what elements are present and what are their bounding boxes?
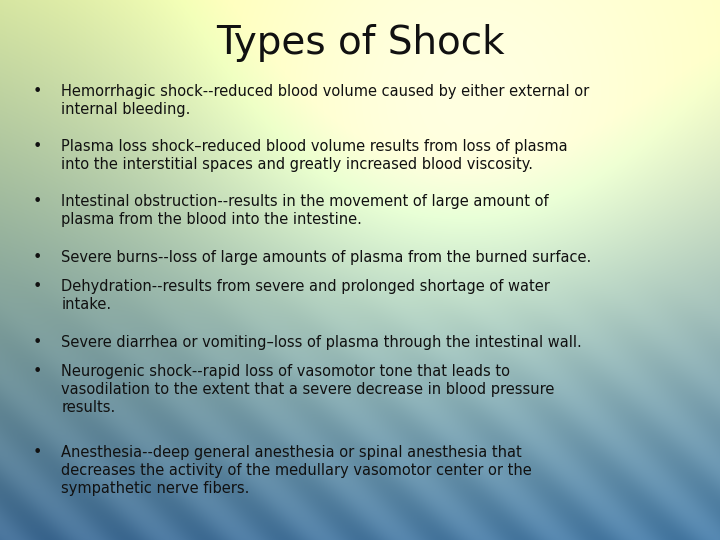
Text: •: • xyxy=(32,194,42,210)
Text: Severe burns--loss of large amounts of plasma from the burned surface.: Severe burns--loss of large amounts of p… xyxy=(61,250,591,265)
Text: Severe diarrhea or vomiting–loss of plasma through the intestinal wall.: Severe diarrhea or vomiting–loss of plas… xyxy=(61,335,582,350)
Text: •: • xyxy=(32,446,42,461)
Text: •: • xyxy=(32,84,42,99)
Text: Hemorrhagic shock--reduced blood volume caused by either external or
internal bl: Hemorrhagic shock--reduced blood volume … xyxy=(61,84,590,117)
Text: •: • xyxy=(32,335,42,350)
Text: Plasma loss shock–reduced blood volume results from loss of plasma
into the inte: Plasma loss shock–reduced blood volume r… xyxy=(61,139,568,172)
Text: Types of Shock: Types of Shock xyxy=(216,24,504,62)
Text: Intestinal obstruction--results in the movement of large amount of
plasma from t: Intestinal obstruction--results in the m… xyxy=(61,194,549,227)
Text: •: • xyxy=(32,279,42,294)
Text: •: • xyxy=(32,364,42,379)
Text: •: • xyxy=(32,250,42,265)
Text: •: • xyxy=(32,139,42,154)
Text: Anesthesia--deep general anesthesia or spinal anesthesia that
decreases the acti: Anesthesia--deep general anesthesia or s… xyxy=(61,446,532,496)
Text: Neurogenic shock--rapid loss of vasomotor tone that leads to
vasodilation to the: Neurogenic shock--rapid loss of vasomoto… xyxy=(61,364,554,415)
Text: Dehydration--results from severe and prolonged shortage of water
intake.: Dehydration--results from severe and pro… xyxy=(61,279,550,312)
